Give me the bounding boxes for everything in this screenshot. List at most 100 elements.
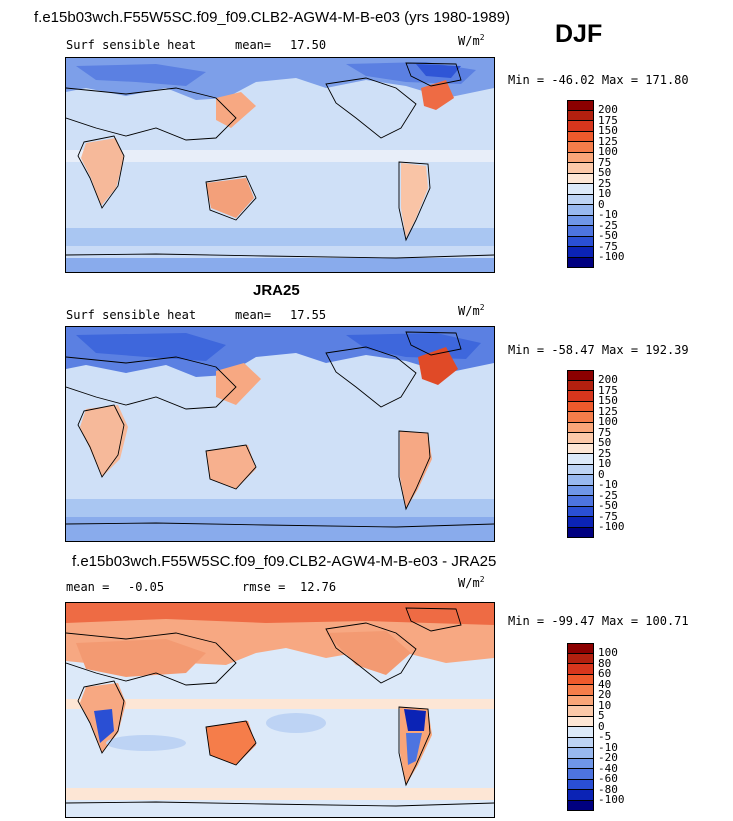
colorbar-tick-label: 80 <box>598 656 612 670</box>
colorbar-tick-label: 10 <box>598 698 612 712</box>
colorbar-tick-label: -10 <box>598 208 618 222</box>
colorbar-tick-label: 125 <box>598 134 618 148</box>
panel-title: JRA25 <box>253 282 300 299</box>
colorbar-swatch <box>567 737 594 748</box>
colorbar-swatch <box>567 422 594 433</box>
colorbar-tick-label: 200 <box>598 373 618 387</box>
colorbar-swatch <box>567 506 594 517</box>
colorbar-tick-label: -75 <box>598 239 618 253</box>
mean-label: mean= <box>235 308 272 322</box>
map-obs <box>65 326 495 542</box>
colorbar-tick-label: -100 <box>598 520 625 534</box>
colorbar-tick-label: 175 <box>598 383 618 397</box>
colorbar-tick-label: -40 <box>598 761 618 775</box>
mean-value: 17.55 <box>290 308 327 322</box>
colorbar-swatch <box>567 454 594 465</box>
colorbar-swatch <box>567 790 594 801</box>
colorbar-swatch <box>567 131 594 142</box>
colorbar-tick-label: -50 <box>598 229 618 243</box>
colorbar-swatch <box>567 485 594 496</box>
colorbar-swatch <box>567 748 594 759</box>
mean-label: mean = <box>66 580 110 594</box>
colorbar-swatch <box>567 370 594 381</box>
colorbar-swatch <box>567 779 594 790</box>
colorbar-tick-label: -80 <box>598 782 618 796</box>
colorbar-tick-label: 75 <box>598 425 612 439</box>
colorbar-swatch <box>567 685 594 696</box>
colorbar-swatch <box>567 226 594 237</box>
units-label: W/m2 <box>458 33 485 48</box>
colorbar-tick-label: 100 <box>598 646 618 660</box>
colorbar-swatch <box>567 716 594 727</box>
map-model <box>65 57 495 273</box>
colorbar-tick-label: 125 <box>598 404 618 418</box>
colorbar-tick-label: 50 <box>598 166 612 180</box>
colorbar-swatch <box>567 695 594 706</box>
rmse-value: 12.76 <box>300 580 337 594</box>
colorbar-tick-label: 20 <box>598 688 612 702</box>
colorbar-tick-label: 40 <box>598 677 612 691</box>
colorbar-tick-label: 150 <box>598 394 618 408</box>
colorbar-swatch <box>567 443 594 454</box>
colorbar-tick-label: -10 <box>598 478 618 492</box>
colorbar-swatch <box>567 433 594 444</box>
colorbar-tick-label: -60 <box>598 772 618 786</box>
colorbar-swatch <box>567 527 594 538</box>
colorbar-swatch <box>567 800 594 811</box>
colorbar-swatch <box>567 517 594 528</box>
colorbar-swatch <box>567 643 594 654</box>
colorbar-tick-label: 200 <box>598 103 618 117</box>
mean-value: 17.50 <box>290 38 327 52</box>
rmse-label: rmse = <box>242 580 286 594</box>
variable-label: Surf sensible heat <box>66 38 197 52</box>
colorbar-tick-label: 175 <box>598 113 618 127</box>
colorbar-swatch <box>567 769 594 780</box>
colorbar-swatch <box>567 674 594 685</box>
colorbar-tick-label: 25 <box>598 176 612 190</box>
colorbar <box>567 643 594 811</box>
colorbar-swatch <box>567 163 594 174</box>
colorbar-tick-label: 75 <box>598 155 612 169</box>
colorbar-swatch <box>567 152 594 163</box>
colorbar-swatch <box>567 475 594 486</box>
colorbar-tick-label: 10 <box>598 457 612 471</box>
colorbar-tick-label: -75 <box>598 509 618 523</box>
colorbar-swatch <box>567 121 594 132</box>
colorbar-tick-label: 10 <box>598 187 612 201</box>
colorbar-swatch <box>567 727 594 738</box>
colorbar-swatch <box>567 380 594 391</box>
colorbar-swatch <box>567 142 594 153</box>
mean-label: mean= <box>235 38 272 52</box>
colorbar-tick-label: 0 <box>598 197 605 211</box>
units-label: W/m2 <box>458 575 485 590</box>
figure-title: f.e15b03wch.F55W5SC.f09_f09.CLB2-AGW4-M-… <box>34 9 511 26</box>
colorbar-swatch <box>567 236 594 247</box>
colorbar-swatch <box>567 496 594 507</box>
minmax-label: Min = -58.47 Max = 192.39 <box>508 343 689 357</box>
colorbar-swatch <box>567 215 594 226</box>
variable-label: Surf sensible heat <box>66 308 197 322</box>
colorbar <box>567 100 594 268</box>
colorbar-tick-label: 5 <box>598 709 605 723</box>
colorbar-tick-label: 0 <box>598 467 605 481</box>
colorbar-swatch <box>567 205 594 216</box>
colorbar-swatch <box>567 653 594 664</box>
colorbar-tick-label: -5 <box>598 730 612 744</box>
units-label: W/m2 <box>458 303 485 318</box>
colorbar-swatch <box>567 194 594 205</box>
colorbar-swatch <box>567 184 594 195</box>
season-label: DJF <box>555 20 603 48</box>
colorbar-tick-label: -100 <box>598 250 625 264</box>
colorbar-tick-label: -25 <box>598 488 618 502</box>
colorbar-swatch <box>567 247 594 258</box>
colorbar-swatch <box>567 100 594 111</box>
colorbar-tick-label: -20 <box>598 751 618 765</box>
colorbar-tick-label: 25 <box>598 446 612 460</box>
map-difference <box>65 602 495 818</box>
colorbar-tick-label: -50 <box>598 499 618 513</box>
colorbar-tick-label: 100 <box>598 145 618 159</box>
mean-value: -0.05 <box>128 580 165 594</box>
colorbar-tick-label: 0 <box>598 719 605 733</box>
colorbar-tick-label: -100 <box>598 793 625 807</box>
colorbar-tick-label: 50 <box>598 436 612 450</box>
